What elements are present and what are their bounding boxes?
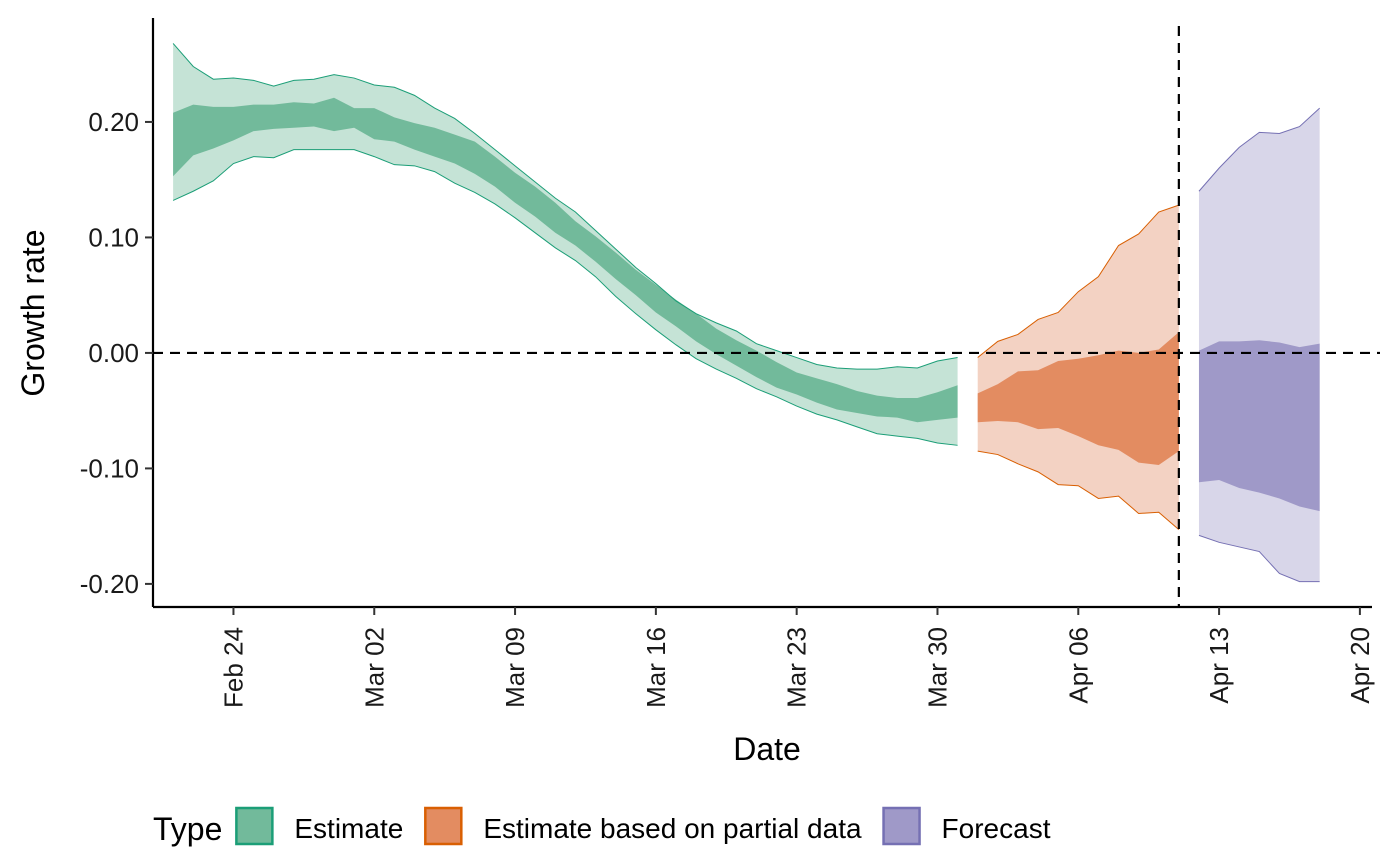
y-tick-label: -0.20 [80, 569, 139, 599]
upper-bound-line-forecast [1198, 107, 1320, 192]
ribbon-layer [172, 43, 1320, 583]
x-tick-label: Mar 09 [500, 627, 530, 708]
series-estimate [172, 43, 958, 446]
x-tick-label: Mar 23 [782, 627, 812, 708]
x-tick-label: Apr 13 [1204, 627, 1234, 704]
y-tick-label: 0.00 [88, 338, 139, 368]
legend-label: Estimate [294, 813, 403, 844]
upper-bound-line-estimate [172, 43, 958, 370]
legend: Type Estimate Estimate based on partial da… [153, 806, 1051, 847]
y-tick-label: -0.10 [80, 453, 139, 483]
legend-label: Forecast [942, 813, 1051, 844]
y-tick-label: 0.10 [88, 222, 139, 252]
legend-swatch [882, 806, 921, 846]
legend-swatch [424, 806, 463, 846]
legend-item-forecast: Forecast [882, 806, 1051, 846]
band-50-estimate [173, 97, 958, 423]
legend-label: Estimate based on partial data [483, 813, 862, 844]
series-estimate-based-on-partial-data [977, 204, 1180, 530]
legend-item-estimate: Estimate [235, 806, 403, 846]
band-50-forecast [1198, 340, 1320, 512]
legend-title: Type [153, 811, 222, 847]
band-90-estimate [173, 43, 958, 446]
y-axis-title: Growth rate [15, 229, 51, 396]
band-50-estimate-based-on-partial-data [977, 332, 1179, 465]
x-tick-label: Mar 02 [359, 627, 389, 708]
x-tick-label: Mar 16 [641, 627, 671, 708]
reference-lines [153, 26, 1380, 607]
axes: -0.20 -0.10 0.00 0.10 0.20 Feb 24 Mar 02 Mar 09… [80, 18, 1375, 708]
series-forecast [1198, 107, 1320, 583]
x-tick-label: Apr 06 [1063, 627, 1093, 704]
upper-bound-line-estimate-based-on-partial-data [977, 204, 1180, 358]
x-tick-label: Apr 20 [1345, 627, 1375, 704]
x-tick-label: Mar 30 [923, 627, 953, 708]
lower-bound-line-estimate-based-on-partial-data [977, 450, 1180, 530]
lower-bound-line-estimate [172, 149, 958, 446]
lower-bound-line-forecast [1198, 534, 1320, 583]
y-tick-label: 0.20 [88, 107, 139, 137]
x-axis-title: Date [733, 731, 801, 767]
x-tick-label: Feb 24 [219, 627, 249, 708]
legend-item-estimate-based-on-partial-data: Estimate based on partial data [424, 806, 862, 846]
legend-swatch [235, 806, 274, 846]
